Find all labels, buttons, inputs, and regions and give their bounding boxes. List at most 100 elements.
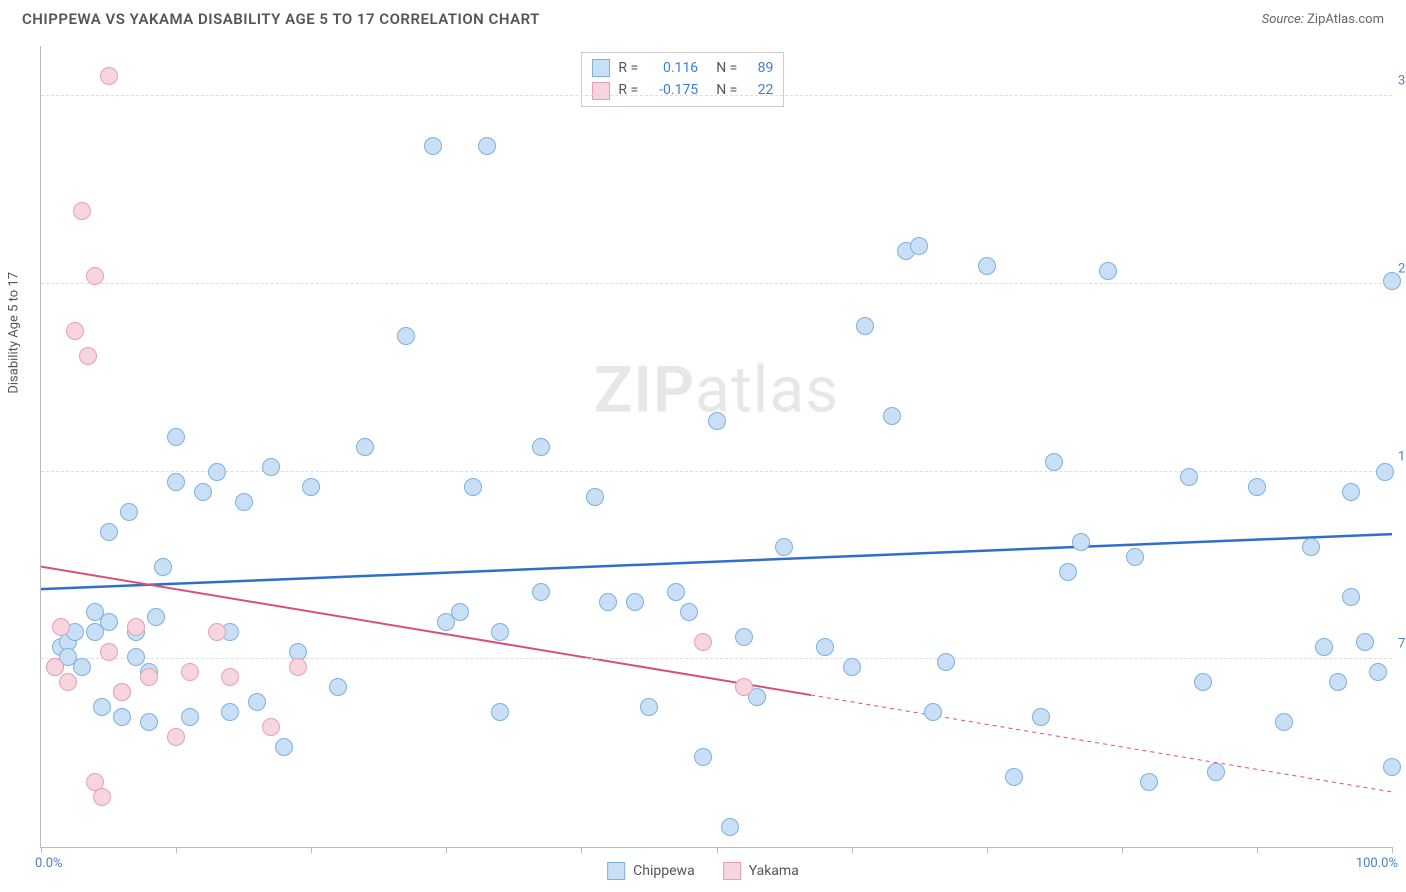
data-point: [235, 493, 253, 511]
data-point: [46, 658, 64, 676]
data-point: [1342, 588, 1360, 606]
data-point: [93, 698, 111, 716]
n-label: N =: [716, 79, 737, 101]
data-point: [775, 538, 793, 556]
x-tick: [1122, 847, 1123, 853]
data-point: [1059, 563, 1077, 581]
x-tick: [311, 847, 312, 853]
x-tick: [1257, 847, 1258, 853]
data-point: [478, 137, 496, 155]
x-tick: [852, 847, 853, 853]
r-label: R =: [618, 79, 638, 101]
legend-label: Yakama: [749, 863, 799, 879]
data-point: [1072, 533, 1090, 551]
data-point: [532, 583, 550, 601]
data-point: [302, 478, 320, 496]
n-label: N =: [716, 57, 737, 79]
data-point: [275, 738, 293, 756]
data-point: [1356, 633, 1374, 651]
data-point: [1032, 708, 1050, 726]
data-point: [59, 673, 77, 691]
data-point: [1302, 538, 1320, 556]
data-point: [100, 613, 118, 631]
r-label: R =: [618, 57, 638, 79]
data-point: [680, 603, 698, 621]
data-point: [100, 643, 118, 661]
data-point: [262, 718, 280, 736]
data-point: [208, 623, 226, 641]
y-tick-label: 15.0%: [1398, 449, 1406, 464]
data-point: [221, 668, 239, 686]
data-point: [262, 458, 280, 476]
data-point: [167, 728, 185, 746]
legend-swatch: [592, 59, 610, 77]
data-point: [79, 347, 97, 365]
r-value: 0.116: [646, 57, 698, 79]
stats-legend: R = 0.116 N = 89 R = -0.175 N = 22: [581, 52, 784, 107]
r-value: -0.175: [646, 79, 698, 101]
x-tick: [1392, 847, 1393, 853]
data-point: [1275, 713, 1293, 731]
data-point: [86, 267, 104, 285]
data-point: [464, 478, 482, 496]
data-point: [910, 237, 928, 255]
stats-legend-row: R = -0.175 N = 22: [592, 79, 773, 101]
data-point: [694, 748, 712, 766]
data-point: [356, 438, 374, 456]
source-label: Source:: [1262, 12, 1304, 27]
data-point: [248, 693, 266, 711]
x-tick: [41, 847, 42, 853]
data-point: [1005, 768, 1023, 786]
x-tick: [176, 847, 177, 853]
series-legend: Chippewa Yakama: [607, 862, 799, 880]
x-tick: [987, 847, 988, 853]
data-point: [100, 523, 118, 541]
gridline: [41, 283, 1392, 284]
n-value: 89: [745, 57, 773, 79]
chart-title: CHIPPEWA VS YAKAMA DISABILITY AGE 5 TO 1…: [22, 10, 540, 28]
data-point: [599, 593, 617, 611]
data-point: [113, 683, 131, 701]
data-point: [1383, 758, 1401, 776]
data-point: [167, 473, 185, 491]
legend-item: Yakama: [723, 862, 799, 880]
gridline: [41, 95, 1392, 96]
data-point: [73, 202, 91, 220]
data-point: [208, 463, 226, 481]
data-point: [1207, 763, 1225, 781]
data-point: [329, 678, 347, 696]
trend-line-extrapolated: [811, 695, 1392, 792]
data-point: [1315, 638, 1333, 656]
watermark-zip: ZIP: [594, 353, 695, 428]
x-tick: [446, 847, 447, 853]
data-point: [626, 593, 644, 611]
trend-line: [41, 534, 1392, 589]
data-point: [721, 818, 739, 836]
data-point: [924, 703, 942, 721]
data-point: [181, 708, 199, 726]
data-point: [140, 713, 158, 731]
data-point: [181, 663, 199, 681]
data-point: [52, 618, 70, 636]
data-point: [1369, 663, 1387, 681]
data-point: [167, 428, 185, 446]
legend-item: Chippewa: [607, 862, 695, 880]
chart-area: Disability Age 5 to 17 ZIPatlas R =0.116…: [40, 46, 1392, 848]
data-point: [491, 703, 509, 721]
data-point: [127, 648, 145, 666]
data-point: [140, 668, 158, 686]
source-value: ZipAtlas.com: [1307, 12, 1384, 27]
x-tick: [581, 847, 582, 853]
data-point: [1342, 483, 1360, 501]
data-point: [816, 638, 834, 656]
y-tick-label: 30.0%: [1398, 74, 1406, 89]
data-point: [1099, 262, 1117, 280]
x-min-label: 0.0%: [35, 856, 63, 871]
data-point: [127, 618, 145, 636]
data-point: [1045, 453, 1063, 471]
data-point: [532, 438, 550, 456]
data-point: [735, 678, 753, 696]
n-value: 22: [745, 79, 773, 101]
data-point: [1383, 272, 1401, 290]
data-point: [978, 257, 996, 275]
